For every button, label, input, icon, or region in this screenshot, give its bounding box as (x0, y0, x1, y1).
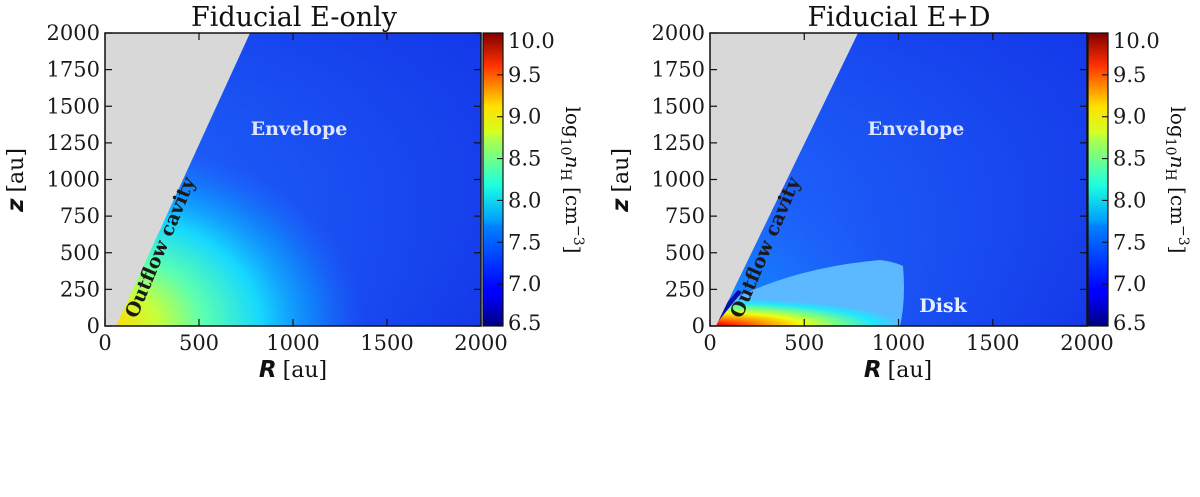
annotation-envelope: Envelope (868, 118, 965, 140)
y-tick-label: 0 (692, 314, 705, 338)
outflow-cavity-region (710, 33, 858, 326)
x-tick-label: 1500 (966, 331, 1019, 355)
panel-title: Fiducial E-only (191, 2, 398, 33)
colorbar-tick-label: 8.0 (508, 188, 541, 212)
panel-e-only: Fiducial E-only 0 500 1000 1500 2000 0 250 500… (3, 2, 586, 383)
y-tick-label: 1750 (47, 58, 100, 82)
x-tick-label: 500 (179, 331, 219, 355)
colorbar-ticks: 6.5 7.0 7.5 8.0 8.5 9.0 9.5 10.0 (1102, 29, 1160, 335)
x-tick-label: 500 (784, 331, 824, 355)
colorbar-label: log10nH [cm−3] (1162, 107, 1191, 254)
outflow-cavity-region (105, 33, 250, 326)
y-tick-label: 1000 (652, 168, 705, 192)
colorbar-label: log10nH [cm−3] (557, 107, 586, 254)
disk-region (710, 260, 904, 326)
x-tick-label: 1000 (872, 331, 925, 355)
y-tick-label: 500 (60, 241, 100, 265)
colorbar-ticks: 6.5 7.0 7.5 8.0 8.5 9.0 9.5 10.0 (497, 29, 555, 335)
y-tick-label: 1250 (652, 131, 705, 155)
colorbar-tick-label: 6.5 (508, 311, 541, 335)
annotation-disk: Disk (919, 295, 967, 317)
colorbar-tick-label: 9.0 (508, 105, 541, 129)
colorbar-tick-label: 7.0 (508, 272, 541, 296)
annotation-envelope: Envelope (251, 118, 348, 140)
y-tick-label: 2000 (652, 21, 705, 45)
x-axis-label: R [au] (864, 357, 932, 383)
y-axis-label: z[au] (608, 148, 634, 213)
x-axis-label: R [au] (259, 357, 327, 383)
colorbar-tick-label: 10.0 (508, 29, 555, 53)
y-tick-label: 1500 (47, 94, 100, 118)
x-tick-label: 1000 (266, 331, 319, 355)
x-tick-label: 1500 (360, 331, 413, 355)
colorbar-tick-label: 8.5 (1113, 147, 1146, 171)
y-axis: 0 250 500 750 1000 1250 1500 1750 2000 (47, 21, 481, 338)
colorbar-tick-label: 6.5 (1113, 311, 1146, 335)
colorbar-gradient (482, 32, 504, 327)
y-tick-label: 750 (665, 204, 705, 228)
y-tick-label: 500 (665, 241, 705, 265)
x-axis: 0 500 1000 1500 2000 (703, 33, 1114, 355)
x-tick-label: 0 (98, 331, 111, 355)
colorbar-tick-label: 9.0 (1113, 105, 1146, 129)
colorbar-tick-label: 8.0 (1113, 188, 1146, 212)
panel-e-plus-d: Fiducial E+D 0 500 1000 1500 2000 0 250 500 750… (608, 2, 1191, 383)
colorbar-tick-label: 10.0 (1113, 29, 1160, 53)
y-tick-label: 1000 (47, 168, 100, 192)
x-axis: 0 500 1000 1500 2000 (98, 33, 508, 355)
y-tick-label: 1750 (652, 58, 705, 82)
y-tick-label: 0 (87, 314, 100, 338)
y-tick-label: 1500 (652, 94, 705, 118)
panel-title: Fiducial E+D (807, 2, 990, 33)
colorbar-tick-label: 8.5 (508, 147, 541, 171)
x-tick-label: 2000 (454, 331, 507, 355)
colorbar-tick-label: 7.5 (1113, 230, 1146, 254)
colorbar-gradient (1087, 32, 1109, 327)
y-axis-label: z[au] (3, 148, 29, 213)
y-tick-label: 1250 (47, 131, 100, 155)
y-tick-label: 250 (60, 277, 100, 301)
y-tick-label: 250 (665, 277, 705, 301)
colorbar-tick-label: 7.5 (508, 230, 541, 254)
x-tick-label: 0 (703, 331, 716, 355)
colorbar-tick-label: 9.5 (508, 63, 541, 87)
colorbar-tick-label: 9.5 (1113, 63, 1146, 87)
y-tick-label: 750 (60, 204, 100, 228)
x-tick-label: 2000 (1060, 331, 1113, 355)
y-tick-label: 2000 (47, 21, 100, 45)
y-axis: 0 250 500 750 1000 1250 1500 1750 2000 (652, 21, 1087, 338)
colorbar-tick-label: 7.0 (1113, 272, 1146, 296)
